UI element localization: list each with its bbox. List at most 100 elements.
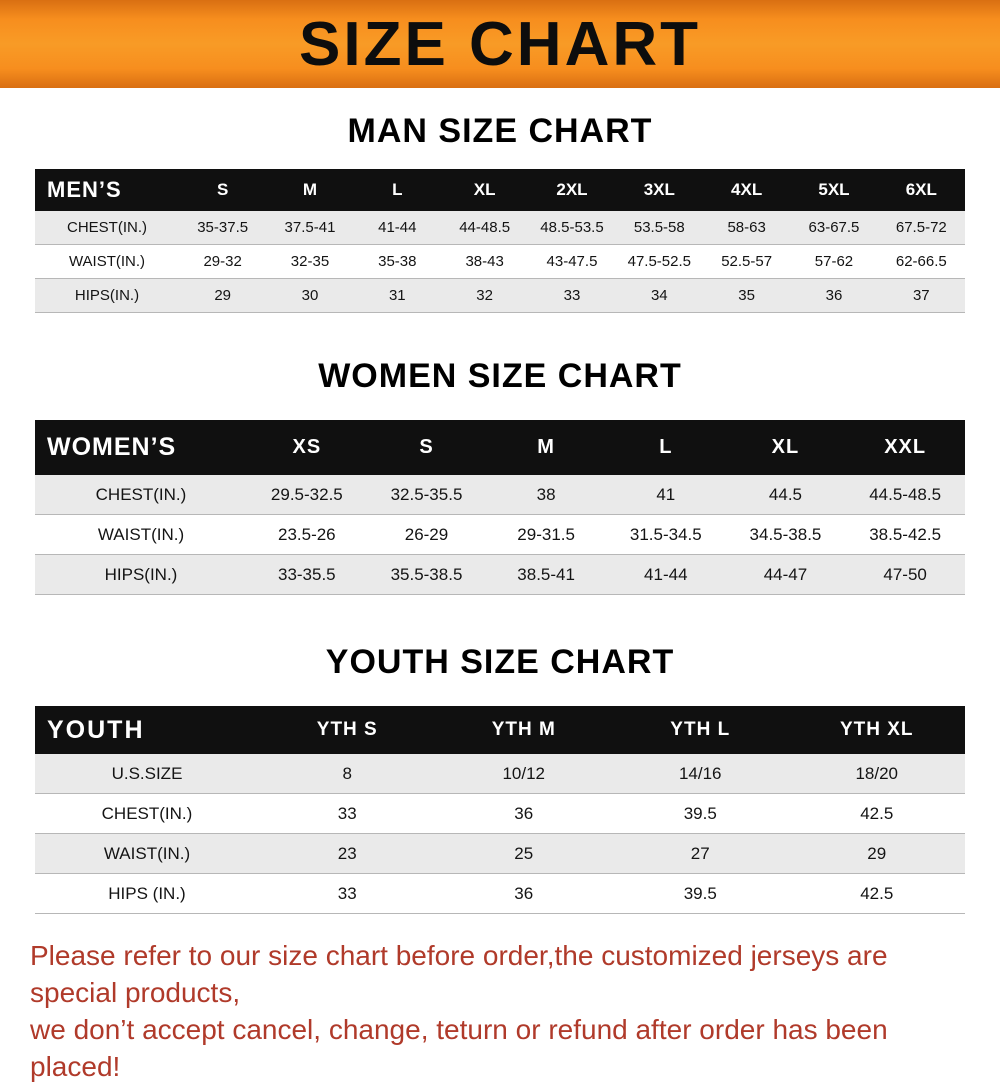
row-label: WAIST(IN.) <box>35 514 247 555</box>
column-header: XL <box>440 169 529 211</box>
mens-size-table: MEN’S S M L XL 2XL 3XL 4XL 5XL 6XL CHEST(IN.) 35-37… <box>35 169 965 313</box>
table-cell: 43-47.5 <box>528 244 616 279</box>
women-size-chart-section: WOMEN SIZE CHART WOMEN’S XS S M L XL XXL CHEST(… <box>0 357 1000 595</box>
table-cell: 33-35.5 <box>247 554 367 595</box>
womens-size-table: WOMEN’S XS S M L XL XXL CHEST(IN.) 29.5-32.5 32.5… <box>35 420 965 595</box>
table-cell: 34 <box>615 278 703 313</box>
column-header: YTH L <box>612 706 789 754</box>
table-cell: 35-38 <box>353 244 441 279</box>
table-cell: 35-37.5 <box>179 211 267 245</box>
row-label: CHEST(IN.) <box>35 793 259 834</box>
table-cell: 25 <box>435 833 612 874</box>
table-cell: 32-35 <box>266 244 354 279</box>
table-row: WAIST(IN.) 23.5-26 26-29 29-31.5 31.5-34.5 34… <box>35 514 965 555</box>
man-size-chart-section: MAN SIZE CHART MEN’S S M L XL 2XL 3XL 4XL 5XL 6XL… <box>0 112 1000 313</box>
table-cell: 67.5-72 <box>877 211 965 245</box>
table-cell: 26-29 <box>366 514 487 555</box>
table-row: WAIST(IN.) 23 25 27 29 <box>35 833 965 874</box>
table-cell: 39.5 <box>612 793 789 834</box>
table-cell: 39.5 <box>612 873 789 914</box>
table-cell: 48.5-53.5 <box>528 211 616 245</box>
column-header: 4XL <box>702 169 791 211</box>
table-row: CHEST(IN.) 33 36 39.5 42.5 <box>35 793 965 834</box>
column-header: YTH S <box>259 706 436 754</box>
table-corner-label: WOMEN’S <box>35 420 247 475</box>
table-cell: 34.5-38.5 <box>725 514 846 555</box>
column-header: XS <box>247 420 367 475</box>
disclaimer-line-2: we don’t accept cancel, change, teturn o… <box>30 1013 888 1082</box>
table-row: CHEST(IN.) 29.5-32.5 32.5-35.5 38 41 44.5 44.5… <box>35 475 965 515</box>
table-cell: 36 <box>435 873 612 914</box>
table-cell: 44.5 <box>725 475 846 515</box>
table-cell: 44-47 <box>725 554 846 595</box>
row-label: WAIST(IN.) <box>35 244 179 279</box>
table-cell: 52.5-57 <box>702 244 791 279</box>
row-label: HIPS(IN.) <box>35 554 247 595</box>
table-cell: 23 <box>259 833 436 874</box>
table-cell: 32 <box>440 278 529 313</box>
table-header-row: WOMEN’S XS S M L XL XXL <box>35 420 965 475</box>
column-header: 6XL <box>877 169 965 211</box>
column-header: XL <box>725 420 846 475</box>
table-cell: 29.5-32.5 <box>247 475 367 515</box>
row-label: U.S.SIZE <box>35 754 259 794</box>
table-cell: 37.5-41 <box>266 211 354 245</box>
table-cell: 63-67.5 <box>790 211 878 245</box>
row-label: HIPS(IN.) <box>35 278 179 313</box>
column-header: S <box>366 420 487 475</box>
table-cell: 42.5 <box>788 793 965 834</box>
table-cell: 38.5-42.5 <box>845 514 965 555</box>
column-header: S <box>179 169 267 211</box>
table-cell: 30 <box>266 278 354 313</box>
youth-size-chart-title: YOUTH SIZE CHART <box>325 643 675 681</box>
table-cell: 38-43 <box>440 244 529 279</box>
table-cell: 44.5-48.5 <box>845 475 965 515</box>
column-header: YTH XL <box>788 706 965 754</box>
table-cell: 23.5-26 <box>247 514 367 555</box>
table-cell: 57-62 <box>790 244 878 279</box>
table-cell: 33 <box>259 793 436 834</box>
table-cell: 44-48.5 <box>440 211 529 245</box>
table-corner-label: MEN’S <box>35 169 179 211</box>
table-row: HIPS(IN.) 33-35.5 35.5-38.5 38.5-41 41-44 44-… <box>35 554 965 595</box>
row-label: WAIST(IN.) <box>35 833 259 874</box>
column-header: XXL <box>845 420 965 475</box>
table-cell: 41 <box>605 475 726 515</box>
table-cell: 42.5 <box>788 873 965 914</box>
youth-size-chart-section: YOUTH SIZE CHART YOUTH YTH S YTH M YTH L YTH… <box>0 643 1000 914</box>
row-label: HIPS (IN.) <box>35 873 259 914</box>
table-cell: 47.5-52.5 <box>615 244 703 279</box>
table-cell: 35 <box>702 278 791 313</box>
table-cell: 8 <box>259 754 436 794</box>
column-header: L <box>605 420 726 475</box>
disclaimer: Please refer to our size chart before or… <box>0 938 1000 1086</box>
page-title: SIZE CHART <box>299 9 701 79</box>
table-cell: 33 <box>259 873 436 914</box>
table-cell: 41-44 <box>605 554 726 595</box>
table-cell: 29 <box>179 278 267 313</box>
table-header-row: MEN’S S M L XL 2XL 3XL 4XL 5XL 6XL <box>35 169 965 211</box>
table-corner-label: YOUTH <box>35 706 259 754</box>
table-row: CHEST(IN.) 35-37.5 37.5-41 41-44 44-48.5 48.5… <box>35 211 965 245</box>
table-cell: 62-66.5 <box>877 244 965 279</box>
table-cell: 14/16 <box>612 754 789 794</box>
table-cell: 53.5-58 <box>615 211 703 245</box>
table-cell: 58-63 <box>702 211 791 245</box>
table-row: HIPS(IN.) 29 30 31 32 33 34 35 36 37 <box>35 278 965 313</box>
man-size-chart-title: MAN SIZE CHART <box>347 112 653 150</box>
table-cell: 41-44 <box>353 211 441 245</box>
women-size-chart-title: WOMEN SIZE CHART <box>318 357 682 395</box>
disclaimer-line-1: Please refer to our size chart before or… <box>30 940 888 1008</box>
table-cell: 31 <box>353 278 441 313</box>
youth-size-table: YOUTH YTH S YTH M YTH L YTH XL U.S.SIZE 8 10/12… <box>35 706 965 914</box>
table-cell: 36 <box>790 278 878 313</box>
table-row: WAIST(IN.) 29-32 32-35 35-38 38-43 43-47.5 47.… <box>35 244 965 279</box>
table-cell: 36 <box>435 793 612 834</box>
table-row: HIPS (IN.) 33 36 39.5 42.5 <box>35 873 965 914</box>
column-header: 5XL <box>790 169 878 211</box>
table-cell: 47-50 <box>845 554 965 595</box>
table-cell: 27 <box>612 833 789 874</box>
column-header: 3XL <box>615 169 703 211</box>
banner: SIZE CHART <box>0 0 1000 88</box>
table-cell: 35.5-38.5 <box>366 554 487 595</box>
